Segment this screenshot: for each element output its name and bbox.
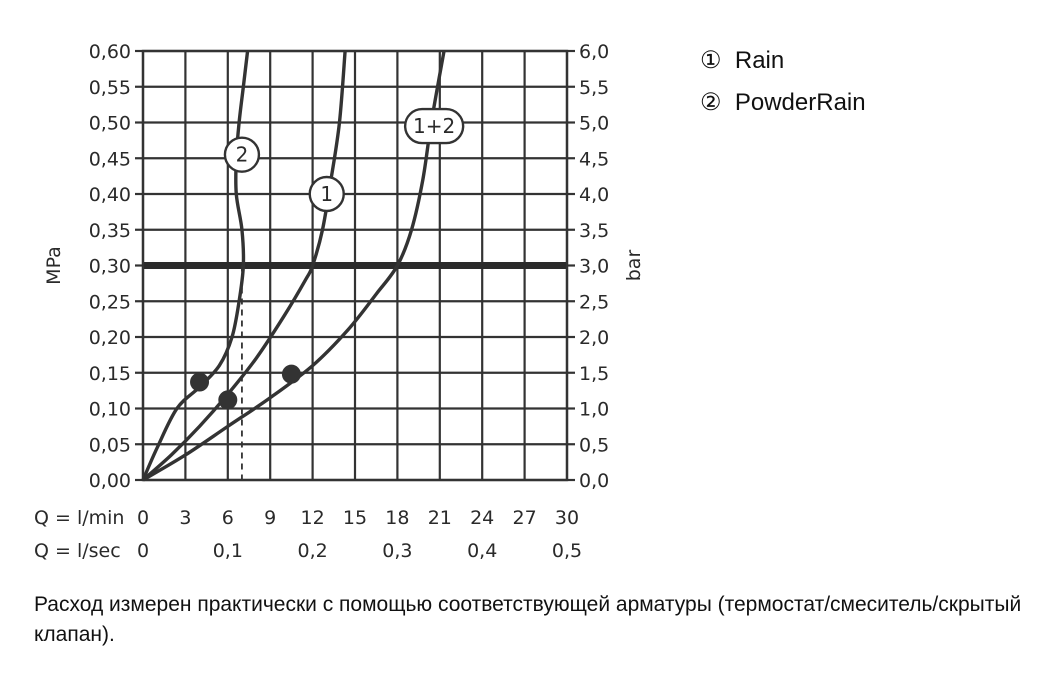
- y-tick-label-right: 2,0: [579, 327, 609, 349]
- x-tick-label-lsec: 0,5: [552, 540, 582, 562]
- y-tick-label-right: 5,5: [579, 77, 609, 99]
- y-tick-label-left: 0,45: [89, 148, 131, 170]
- x-tick-label-lmin: 15: [343, 507, 367, 529]
- x-tick-label-lmin: 6: [222, 507, 234, 529]
- x-tick-label-lmin: 0: [137, 507, 149, 529]
- curve-label-text: 2: [236, 143, 249, 167]
- legend-symbol: ①: [700, 47, 722, 74]
- x-axis-title-lsec: Q = l/sec: [34, 540, 121, 562]
- y-tick-label-right: 0,5: [579, 434, 609, 456]
- x-tick-label-lmin: 3: [179, 507, 191, 529]
- curve-2: [141, 50, 250, 481]
- data-marker: [281, 364, 301, 384]
- y-tick-label-left: 0,60: [89, 41, 131, 63]
- data-marker: [218, 390, 238, 410]
- y-tick-label-right: 2,5: [579, 291, 609, 313]
- x-tick-label-lsec: 0,2: [297, 540, 327, 562]
- x-tick-label-lmin: 30: [555, 507, 579, 529]
- y-tick-label-left: 0,55: [89, 77, 131, 99]
- curve-label-text: 1+2: [413, 114, 455, 138]
- flow-pressure-chart: 0,00 0,00,05 0,50,10 1,00,15 1,50,20 2,00,25 2…: [34, 41, 645, 562]
- caption: Расход измерен практически с помощью соо…: [34, 593, 1022, 646]
- y-tick-label-left: 0,10: [89, 399, 131, 421]
- legend-label: Rain: [734, 47, 785, 74]
- y-tick-label-right: 3,0: [579, 256, 609, 278]
- legend-item-rain: ① Rain: [700, 44, 866, 86]
- x-tick-label-lsec: 0,4: [467, 540, 497, 562]
- x-tick-label-lmin: 21: [428, 507, 452, 529]
- y-tick-label-left: 0,30: [89, 256, 131, 278]
- x-tick-label-lmin: 27: [513, 507, 537, 529]
- x-tick-label-lsec: 0,3: [382, 540, 412, 562]
- x-tick-label-lsec: 0: [137, 540, 149, 562]
- x-tick-label-lmin: 18: [385, 507, 409, 529]
- y-tick-label-left: 0,50: [89, 113, 131, 135]
- y-tick-label-right: 3,5: [579, 220, 609, 242]
- y-tick-label-left: 0,05: [89, 434, 131, 456]
- curve-label-badge: [223, 136, 261, 173]
- curve-label-text: 1: [320, 182, 333, 206]
- y-tick-label-right: 1,5: [579, 363, 609, 385]
- plot-frame: [141, 49, 569, 482]
- x-tick-label-lsec: 0,1: [213, 540, 243, 562]
- x-tick-label-lmin: 12: [301, 507, 325, 529]
- x-axis-title-lmin: Q = l/min: [34, 507, 124, 529]
- legend-item-powderrain: ② PowderRain: [700, 86, 866, 128]
- legend-symbol: ②: [700, 89, 722, 116]
- curve-label-badge: [403, 107, 465, 145]
- y-tick-label-left: 0,35: [89, 220, 131, 242]
- y-tick-label-right: 4,0: [579, 184, 609, 206]
- y-tick-label-right: 0,0: [579, 470, 609, 492]
- y-tick-label-left: 0,25: [89, 291, 131, 313]
- y-tick-label-left: 0,15: [89, 363, 131, 385]
- curve-1: [141, 50, 347, 482]
- y-axis-title-left: MPa: [43, 246, 65, 285]
- x-tick-label-lmin: 9: [264, 507, 276, 529]
- curve-label-badge: [308, 175, 345, 213]
- y-tick-label-left: 0,40: [89, 184, 131, 206]
- y-tick-label-left: 0,00: [89, 470, 131, 492]
- y-tick-label-right: 5,0: [579, 113, 609, 135]
- curve-1-plus-2: [142, 50, 446, 482]
- x-tick-label-lmin: 24: [470, 507, 494, 529]
- y-tick-label-right: 1,0: [579, 399, 609, 421]
- data-marker: [190, 372, 210, 392]
- legend-label: PowderRain: [734, 89, 866, 116]
- legend: ① Rain ② PowderRain: [700, 44, 866, 128]
- y-tick-label-left: 0,20: [89, 327, 131, 349]
- y-axis-title-right: bar: [623, 250, 645, 282]
- y-tick-label-right: 4,5: [579, 148, 609, 170]
- y-tick-label-right: 6,0: [579, 41, 609, 63]
